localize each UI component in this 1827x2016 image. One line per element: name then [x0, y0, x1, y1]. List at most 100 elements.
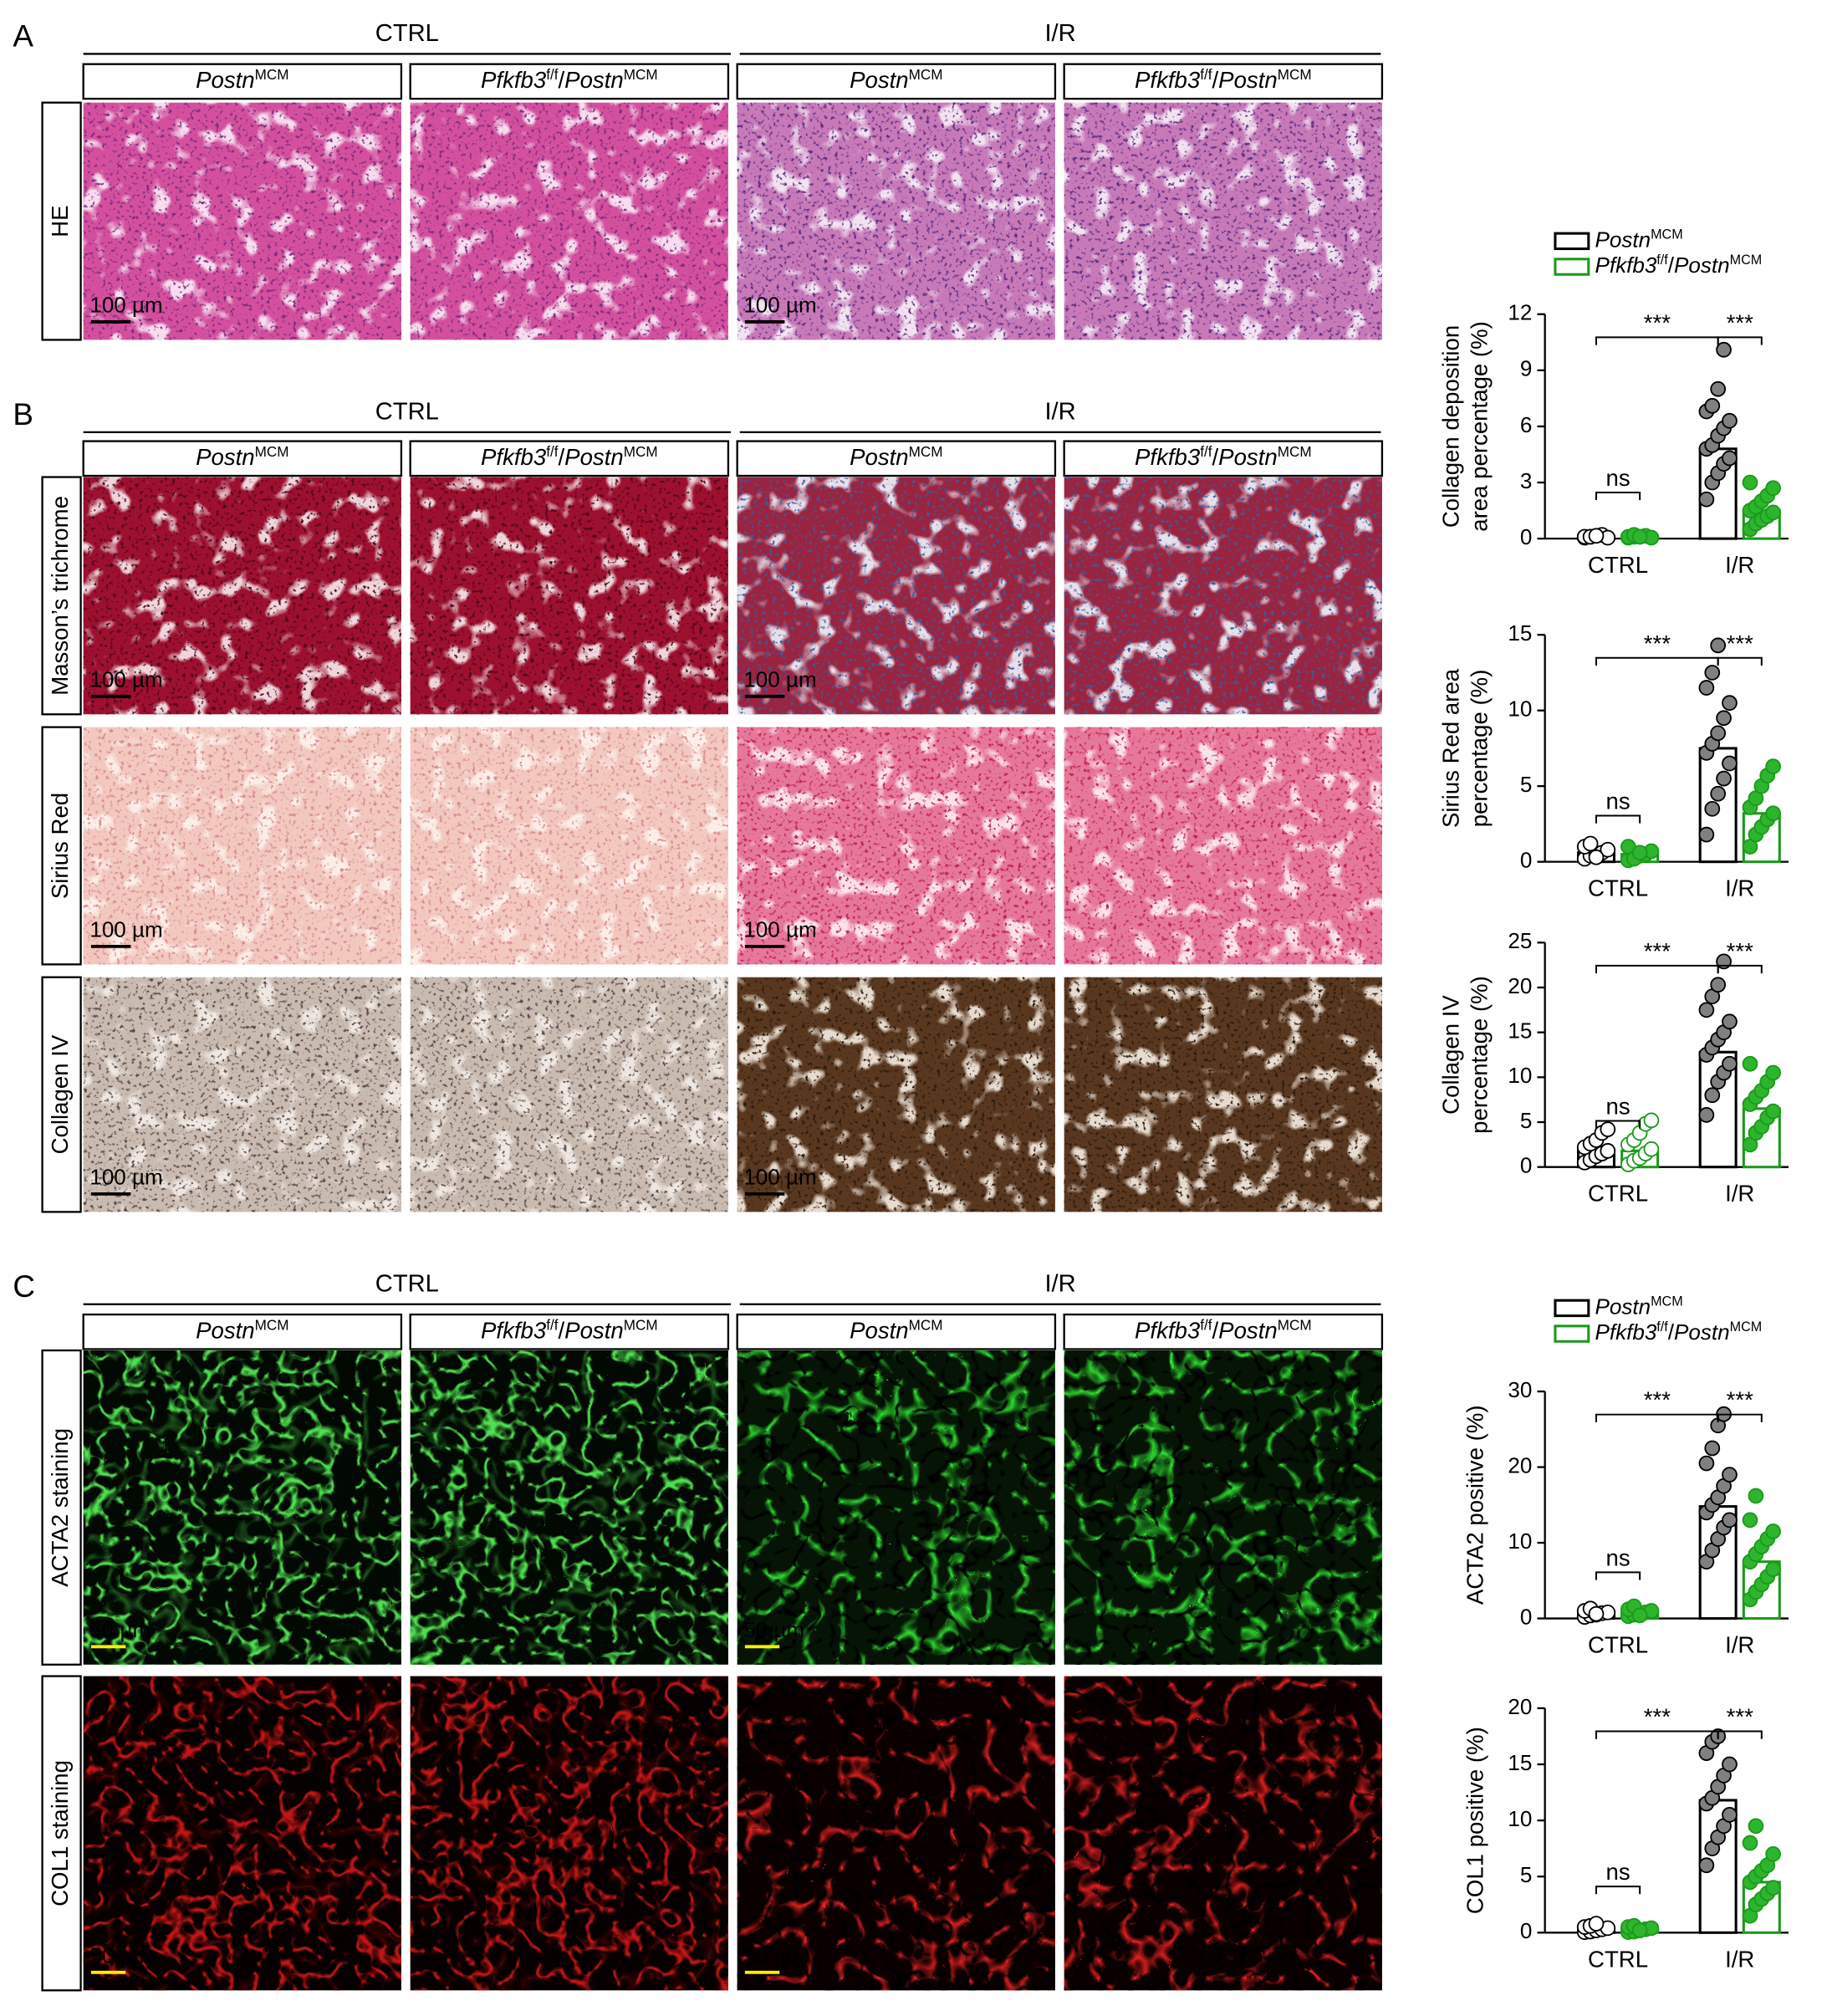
significance-label: ns: [1605, 1544, 1630, 1570]
text-part: MCM: [255, 444, 289, 460]
micrograph: [737, 1676, 1055, 1991]
x-tick-label: CTRL: [1588, 1181, 1648, 1207]
data-point: [1698, 1857, 1715, 1874]
data-point: [1716, 710, 1732, 727]
legend-label: Pfkfb3f/f/PostnMCM: [1595, 253, 1762, 278]
column-header: PostnMCM: [196, 67, 288, 93]
micrograph-texture: [83, 102, 401, 340]
column-header-box: [1063, 63, 1384, 100]
group-label: I/R: [1044, 1270, 1075, 1297]
legend-label: PostnMCM: [1595, 227, 1682, 252]
data-point: [1631, 528, 1648, 545]
scale-bar-label: 100 µm: [89, 666, 162, 692]
data-point: [1698, 491, 1715, 508]
column-header: PostnMCM: [850, 444, 942, 470]
text-part: Postn: [1218, 444, 1278, 470]
significance-label: ***: [1727, 938, 1753, 964]
legend-swatch: [1554, 258, 1590, 276]
group-label: CTRL: [375, 20, 439, 47]
text-part: f/f: [1200, 1317, 1212, 1333]
micrograph: [737, 727, 1055, 965]
scale-bar-label: 50 µm: [743, 1942, 804, 1968]
micrograph: [410, 977, 728, 1212]
text-part: MCM: [624, 67, 658, 83]
micrograph-texture: [737, 977, 1055, 1212]
micrograph: [83, 477, 401, 715]
text-part: Postn: [564, 444, 624, 470]
significance-label: ns: [1605, 1859, 1630, 1885]
significance-bracket: [1595, 1120, 1641, 1129]
micrograph: [1064, 1676, 1382, 1991]
micrograph-texture: [1064, 1350, 1382, 1665]
y-axis-label: ACTA2 positive (%): [1462, 1405, 1488, 1605]
column-header-box: [82, 440, 403, 477]
micrograph: [410, 1676, 728, 1991]
micrograph: [410, 1350, 728, 1665]
micrograph: [737, 1350, 1055, 1665]
text-part: Postn: [850, 1318, 909, 1344]
micrograph-texture: [737, 727, 1055, 965]
text-part: f/f: [1656, 253, 1668, 268]
x-tick-label: I/R: [1725, 875, 1754, 901]
column-header-box: [82, 1313, 403, 1350]
micrograph: [83, 977, 401, 1212]
data-point: [1631, 1922, 1648, 1938]
legend-swatch: [1554, 1299, 1590, 1318]
y-tick-label: 30: [1508, 1377, 1532, 1402]
text-part: /: [1668, 253, 1675, 278]
significance-label: ***: [1727, 1387, 1753, 1413]
y-tick-label: 20: [1508, 1694, 1532, 1719]
text-part: MCM: [1278, 444, 1312, 460]
significance-label: ns: [1605, 1093, 1630, 1119]
column-header: PostnMCM: [850, 67, 942, 93]
significance-bracket: [1595, 1571, 1641, 1580]
text-part: Pfkfb3: [1135, 444, 1201, 470]
text-part: f/f: [546, 444, 559, 460]
row-label-box: [41, 1675, 82, 1992]
group-label: CTRL: [375, 399, 439, 426]
y-tick-label: 10: [1508, 1529, 1532, 1554]
significance-bracket: [1717, 1413, 1763, 1422]
data-point: [1722, 695, 1738, 711]
data-point: [1704, 398, 1721, 414]
text-part: MCM: [1651, 1294, 1683, 1309]
text-part: MCM: [624, 444, 658, 460]
data-point: [1765, 805, 1781, 822]
column-header-box: [82, 63, 403, 100]
micrograph: [83, 1350, 401, 1665]
scale-bar-label: 100 µm: [743, 916, 816, 942]
x-tick-label: I/R: [1725, 552, 1754, 578]
column-header-box: [1063, 440, 1384, 477]
text-part: /: [558, 67, 564, 93]
micrograph: [737, 102, 1055, 340]
micrograph-texture: [410, 977, 728, 1212]
x-tick-label: CTRL: [1588, 1632, 1648, 1658]
text-part: MCM: [909, 1317, 943, 1333]
text-part: Postn: [1595, 1294, 1651, 1319]
scale-bar-label: 100 µm: [89, 292, 162, 317]
data-point: [1722, 412, 1738, 429]
column-header: PostnMCM: [196, 1317, 288, 1343]
legend-swatch: [1554, 232, 1590, 251]
row-label-box: [41, 476, 82, 716]
y-tick-label: 15: [1508, 620, 1532, 646]
micrograph: [410, 102, 728, 340]
column-header: Pfkfb3f/f/PostnMCM: [1135, 1317, 1312, 1343]
micrograph-texture: [83, 477, 401, 715]
data-point: [1722, 1055, 1738, 1072]
data-point: [1710, 637, 1727, 654]
data-point: [1716, 770, 1732, 787]
data-point: [1710, 977, 1727, 993]
y-tick-label: 5: [1520, 772, 1532, 797]
y-tick-label: 0: [1520, 848, 1532, 873]
micrograph-texture: [1064, 977, 1382, 1212]
text-part: f/f: [1200, 67, 1212, 83]
data-point: [1722, 450, 1738, 467]
significance-label: ***: [1727, 1703, 1753, 1729]
micrograph: [1064, 1350, 1382, 1665]
data-point: [1698, 680, 1715, 696]
y-tick-label: 10: [1508, 697, 1532, 722]
text-part: Postn: [1218, 1318, 1278, 1344]
micrograph: [737, 477, 1055, 715]
data-point: [1698, 826, 1715, 843]
